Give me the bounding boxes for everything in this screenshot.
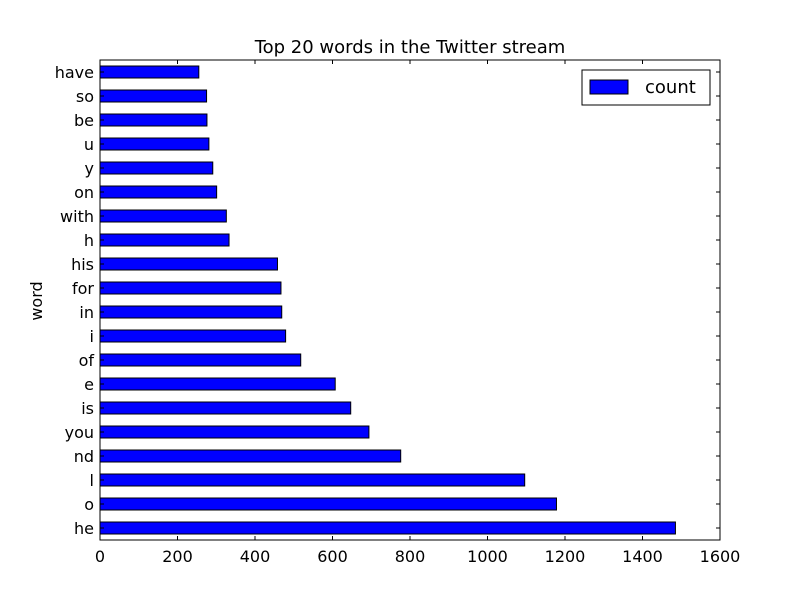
x-tick-label-1000: 1000 [467,547,508,566]
bar-be [99,113,208,127]
bar-o [99,497,557,511]
x-tick-label-600: 600 [317,547,348,566]
y-tick-label-on: on [74,183,94,202]
y-tick-label-of: of [79,351,95,370]
bar-with [99,209,227,223]
y-tick-label-is: is [81,399,94,418]
bar-his [99,257,278,271]
legend-label: count [645,77,696,98]
y-tick-label-he: he [74,519,94,538]
bar-on [99,185,218,199]
x-tick-labels: 0 200 400 600 800 1000 1200 1400 1600 [95,60,740,566]
y-tick-label-with: with [60,207,94,226]
y-tick-label-you: you [65,423,94,442]
y-tick-label-in: in [79,303,94,322]
bar-he [99,521,676,535]
legend: count [581,69,711,106]
y-axis-label: word [27,281,46,320]
y-tick-label-i: i [90,327,94,346]
y-tick-label-nd: nd [74,447,94,466]
legend-swatch [589,79,629,95]
bar-is [99,401,352,415]
bar-y [99,161,214,175]
y-tick-label-have: have [55,63,94,82]
chart-title: Top 20 words in the Twitter stream [254,37,566,58]
y-tick-label-be: be [74,111,94,130]
y-tick-label-y: y [85,159,94,178]
bars-group [99,65,676,535]
bar-h [99,233,230,247]
y-tick-label-u: u [84,135,94,154]
x-tick-label-1600: 1600 [700,547,741,566]
bar-you [99,425,370,439]
plot-frame [99,59,721,541]
bar-e [99,377,336,391]
bar-of [99,353,302,367]
y-tick-label-for: for [72,279,94,298]
bar-u [99,137,210,151]
y-tick-labels: he ol nd you is e of i in for his h with on yu be so have [55,63,720,538]
y-tick-label-o: o [84,495,94,514]
x-tick-label-0: 0 [95,547,105,566]
bar-for [99,281,282,295]
x-tick-label-800: 800 [395,547,426,566]
y-tick-label-h: h [84,231,94,250]
bar-i [99,329,287,343]
bar-in [99,305,283,319]
x-tick-label-400: 400 [240,547,271,566]
y-tick-label-e: e [84,375,94,394]
y-tick-label-so: so [76,87,94,106]
x-tick-label-1400: 1400 [622,547,663,566]
y-tick-label-l: l [90,471,94,490]
bar-have [99,65,200,79]
bar-l [99,473,526,487]
y-tick-label-his: his [71,255,94,274]
bar-nd [99,449,402,463]
bar-so [99,89,208,103]
x-tick-label-200: 200 [162,547,193,566]
x-tick-label-1200: 1200 [545,547,586,566]
